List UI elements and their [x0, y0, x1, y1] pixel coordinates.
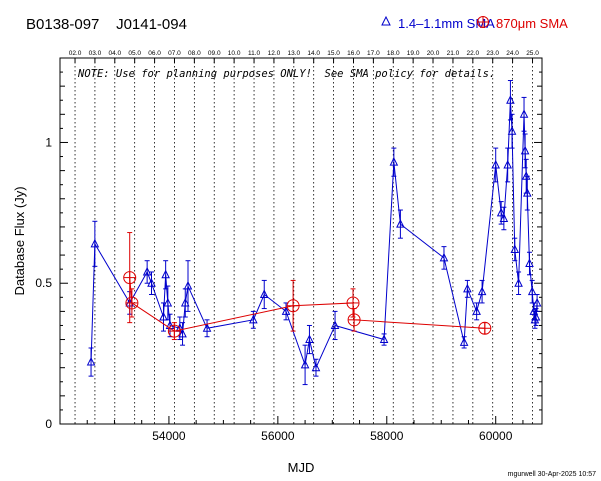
data-point-triangle	[531, 311, 541, 321]
top-year-label: 12.0	[268, 50, 281, 57]
top-year-label: 17.0	[367, 50, 380, 57]
top-year-label: 04.0	[108, 50, 121, 57]
legend-blue-label: 1.4–1.1mm SMA	[398, 16, 495, 31]
top-year-label: 06.0	[148, 50, 161, 57]
top-year-label: 21.0	[447, 50, 460, 57]
planning-note: NOTE: Use for planning purposes ONLY! Se…	[77, 68, 495, 80]
data-point-triangle	[86, 356, 96, 366]
data-point-circle-plus	[286, 299, 300, 313]
data-point-triangle	[159, 311, 168, 321]
data-point-triangle	[525, 258, 534, 268]
data-point-triangle	[506, 95, 515, 104]
top-year-label: 19.0	[407, 50, 420, 57]
top-year-label: 08.0	[188, 50, 201, 57]
data-point-triangle	[311, 362, 321, 372]
top-year-label: 14.0	[307, 50, 320, 57]
legend-red-label: 870μm SMA	[496, 16, 568, 31]
top-year-label: 13.0	[287, 50, 300, 57]
top-year-label: 22.0	[467, 50, 480, 57]
data-point-circle-plus	[347, 313, 361, 327]
data-point-triangle	[180, 297, 190, 307]
plot-frame	[59, 57, 543, 425]
top-year-label: 03.0	[89, 50, 102, 57]
data-point-triangle	[330, 320, 340, 329]
data-point-triangle	[161, 269, 170, 279]
data-point-triangle	[472, 306, 481, 315]
data-point-triangle	[522, 188, 532, 197]
data-point-triangle	[459, 337, 469, 346]
data-point-circle-plus	[125, 296, 139, 310]
data-point-circle-plus	[478, 321, 492, 335]
top-year-label: 09.0	[208, 50, 221, 57]
data-point-triangle	[521, 171, 531, 180]
x-tick-label: 56000	[261, 429, 295, 443]
y-tick-label: 0.5	[35, 276, 52, 290]
data-point-triangle	[389, 157, 399, 166]
footer-stamp: mgurwell 30-Apr-2025 10:57	[508, 471, 596, 478]
data-point-triangle	[463, 283, 472, 293]
top-year-label: 10.0	[228, 50, 241, 57]
data-point-triangle	[510, 244, 520, 253]
top-year-axis: 02.0 03.0 04.0 05.0 06.0 07.0 08.0 09.0 10.0 11.0…	[69, 50, 539, 63]
data-point-triangle	[142, 266, 152, 276]
data-point-triangle	[300, 359, 310, 369]
data-point-circle-plus	[346, 296, 360, 310]
series-red-sma-870um	[123, 232, 492, 341]
data-point-triangle	[305, 334, 314, 344]
data-point-circle-plus	[167, 324, 181, 338]
x-axis-label: MJD	[288, 460, 315, 475]
source-names: B0138-097 J0141-094	[26, 16, 187, 33]
data-point-triangle	[259, 289, 269, 298]
series-blue-sma-1mm	[86, 80, 542, 386]
data-point-triangle	[503, 159, 512, 169]
data-point-triangle	[477, 286, 487, 296]
year-grid	[74, 58, 533, 424]
y-tick-label: 1	[45, 135, 52, 149]
data-point-triangle	[183, 280, 193, 290]
data-point-triangle	[163, 297, 173, 307]
legend: 1.4–1.1mm SMA 870μm SMA	[381, 15, 568, 31]
x-tick-label: 54000	[152, 429, 186, 443]
top-year-label: 05.0	[128, 50, 141, 57]
top-year-label: 16.0	[347, 50, 360, 57]
top-year-label: 02.0	[69, 50, 82, 57]
data-point-triangle	[520, 145, 530, 155]
data-point-triangle	[532, 297, 542, 307]
data-point-triangle	[499, 213, 509, 222]
top-year-label: 18.0	[387, 50, 400, 57]
data-point-triangle	[514, 278, 523, 287]
data-point-triangle	[281, 306, 291, 315]
data-point-circle-plus	[123, 271, 137, 285]
x-axis: 54000 56000 58000 60000	[86, 416, 524, 443]
top-year-label: 25.0	[526, 50, 539, 57]
legend-blue-item: 1.4–1.1mm SMA	[381, 15, 495, 31]
data-point-triangle	[496, 207, 506, 217]
data-point-triangle	[396, 218, 405, 228]
top-year-label: 11.0	[248, 50, 261, 57]
data-point-triangle	[527, 286, 537, 296]
data-point-triangle	[202, 323, 212, 332]
data-point-triangle	[507, 126, 517, 135]
top-year-label: 15.0	[327, 50, 340, 57]
data-point-triangle	[519, 109, 529, 118]
y-tick-label: 0	[45, 417, 52, 431]
y-axis-label: Database Flux (Jy)	[12, 186, 27, 295]
top-year-label: 20.0	[427, 50, 440, 57]
data-point-triangle	[249, 314, 258, 324]
data-point-triangle	[147, 278, 156, 287]
data-point-triangle	[178, 328, 187, 338]
data-point-triangle	[379, 334, 389, 344]
y-axis: 00.51	[35, 71, 542, 431]
data-point-triangle	[491, 159, 501, 169]
data-point-triangle	[90, 238, 100, 248]
data-point-triangle	[439, 252, 449, 262]
x-tick-label: 60000	[479, 429, 513, 443]
legend-blue-triangle-icon	[381, 15, 391, 26]
top-year-label: 24.0	[506, 50, 519, 57]
legend-red-item: 870μm SMA	[477, 16, 568, 31]
x-tick-label: 58000	[370, 429, 404, 443]
top-year-label: 23.0	[486, 50, 499, 57]
top-year-label: 07.0	[168, 50, 181, 57]
